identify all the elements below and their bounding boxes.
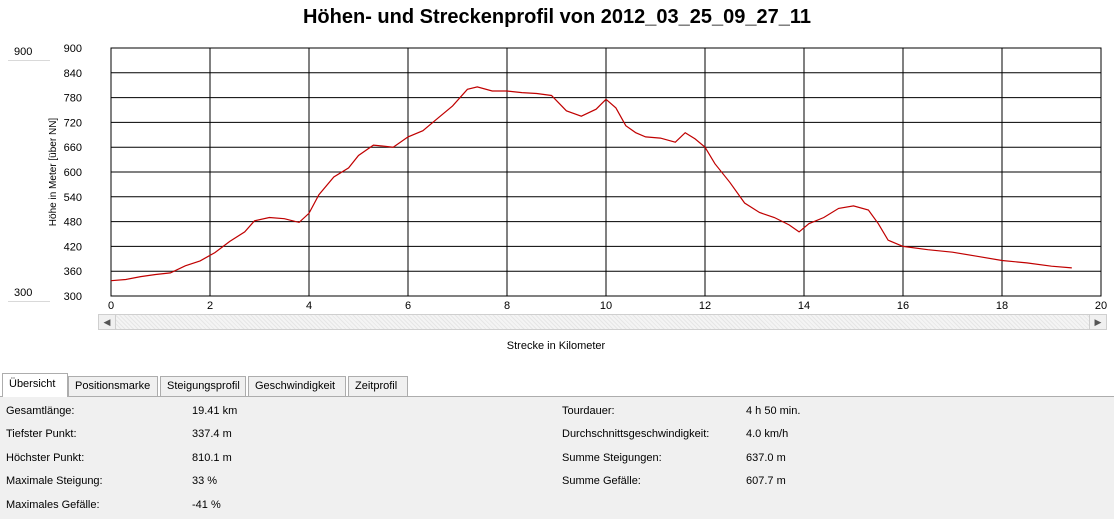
stat-label-summe-gefaelle: Summe Gefälle: (562, 475, 641, 487)
x-tick-label: 12 (699, 300, 711, 312)
y-tick-label: 300 (64, 291, 82, 303)
scroll-right-icon[interactable]: ▶ (1089, 315, 1106, 329)
y-tick-label: 660 (64, 142, 82, 154)
tab-uebersicht[interactable]: Übersicht (2, 373, 68, 397)
stat-label-summe-steigungen: Summe Steigungen: (562, 452, 662, 464)
tab-geschwindigkeit[interactable]: Geschwindigkeit (248, 376, 346, 396)
x-tick-label: 18 (996, 300, 1008, 312)
grid (111, 48, 1101, 296)
stat-value-summe-gefaelle: 607.7 m (746, 475, 786, 487)
y-tick-label: 840 (64, 68, 82, 80)
y-max-box: 900 (8, 45, 50, 61)
stat-value-gesamtlaenge: 19.41 km (192, 405, 238, 417)
tab-steigungsprofil[interactable]: Steigungsprofil (160, 376, 246, 396)
stat-value-summe-steigungen: 637.0 m (746, 452, 786, 464)
x-tick-label: 20 (1095, 300, 1107, 312)
elevation-series-line (110, 86, 1072, 282)
stat-label-maximale-steigung: Maximale Steigung: (6, 475, 103, 487)
stat-label-tourdauer: Tourdauer: (562, 405, 615, 417)
y-axis-label: Höhe in Meter [über NN] (48, 118, 59, 227)
y-tick-label: 900 (64, 43, 82, 55)
x-tick-label: 0 (108, 300, 114, 312)
scroll-left-icon[interactable]: ◀ (99, 315, 116, 329)
x-axis-label: Strecke in Kilometer (506, 340, 606, 352)
stat-label-maximales-gefaelle: Maximales Gefälle: (6, 499, 100, 511)
chart-horizontal-scrollbar[interactable]: ◀ ▶ (98, 314, 1107, 330)
stat-value-maximale-steigung: 33 % (192, 475, 218, 487)
x-tick-label: 16 (897, 300, 909, 312)
tick-labels: 300 360 420 480 540 600 660 720 780 840 900 0 2 4 6 8 10… (64, 43, 1107, 312)
y-tick-label: 540 (64, 192, 82, 204)
y-tick-label: 480 (64, 217, 82, 229)
y-min-box: 300 (8, 286, 50, 302)
stat-label-tiefster-punkt: Tiefster Punkt: (6, 428, 77, 440)
elevation-chart: 300 360 420 480 540 600 660 720 780 840 900 0 2 4 6 8 10… (48, 43, 1107, 312)
stat-value-maximales-gefaelle: -41 % (192, 499, 221, 511)
x-tick-label: 4 (306, 300, 312, 312)
stat-value-tiefster-punkt: 337.4 m (192, 428, 232, 440)
y-tick-label: 600 (64, 167, 82, 179)
tab-positionsmarke[interactable]: Positionsmarke (68, 376, 158, 396)
stat-value-tourdauer: 4 h 50 min. (746, 405, 801, 417)
tab-panel (0, 373, 1114, 519)
tab-panel-border (0, 396, 1114, 397)
stat-label-hoechster-punkt: Höchster Punkt: (6, 452, 85, 464)
y-tick-label: 780 (64, 93, 82, 105)
stat-label-gesamtlaenge: Gesamtlänge: (6, 405, 75, 417)
tab-zeitprofil[interactable]: Zeitprofil (348, 376, 408, 396)
x-tick-label: 2 (207, 300, 213, 312)
x-tick-label: 6 (405, 300, 411, 312)
chart-title: Höhen- und Streckenprofil von 2012_03_25… (302, 6, 812, 28)
y-tick-label: 420 (64, 241, 82, 253)
stat-label-durchschnittsgeschwindigkeit: Durchschnittsgeschwindigkeit: (562, 428, 710, 440)
stat-value-hoechster-punkt: 810.1 m (192, 452, 232, 464)
y-tick-label: 720 (64, 117, 82, 129)
x-tick-label: 10 (600, 300, 612, 312)
y-tick-label: 360 (64, 266, 82, 278)
stat-value-durchschnittsgeschwindigkeit: 4.0 km/h (746, 428, 789, 440)
x-tick-label: 8 (504, 300, 510, 312)
x-tick-label: 14 (798, 300, 810, 312)
